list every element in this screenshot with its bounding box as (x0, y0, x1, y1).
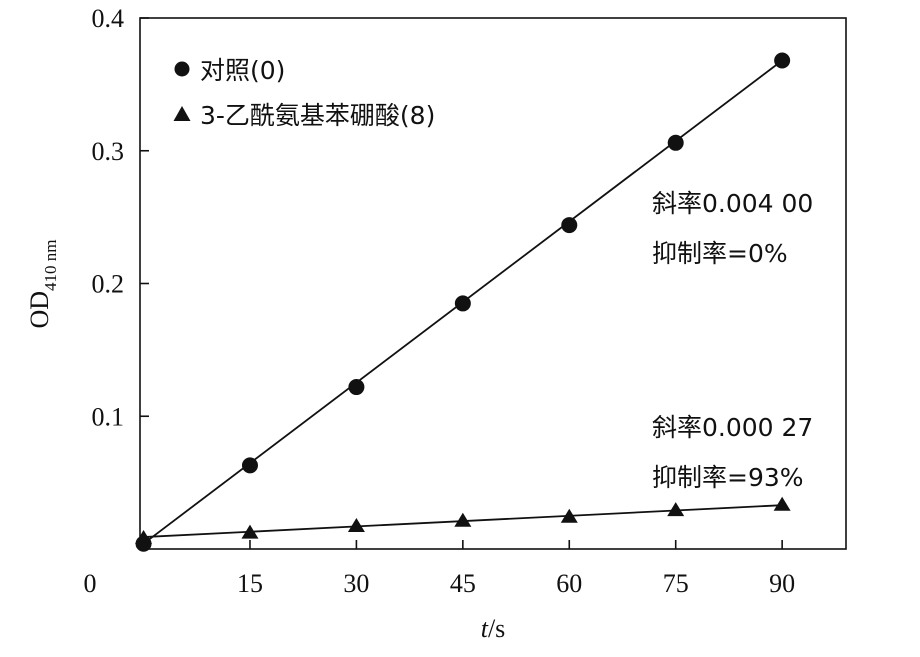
y-tick-label: 0.4 (92, 4, 125, 33)
legend: 对照(0) 3-乙酰氨基苯硼酸(8) (173, 56, 435, 130)
x-tick-label: 15 (237, 569, 263, 598)
data-point-triangle (135, 529, 153, 544)
annotation-control-slope: 斜率0.004 00 (652, 189, 813, 218)
y-axis-label-main: OD (25, 291, 54, 329)
y-tick-label: 0.3 (92, 137, 125, 166)
data-point-circle (454, 295, 471, 312)
data-point-circle (561, 217, 578, 234)
data-point-circle (348, 379, 365, 396)
x-axis-label-var: t (481, 614, 489, 643)
data-point-triangle (560, 508, 578, 523)
origin-label: 0 (84, 569, 97, 598)
data-point-circle (241, 457, 258, 474)
x-tick-label: 60 (556, 569, 582, 598)
y-axis-label-sub: 410 nm (41, 239, 60, 290)
x-tick-label: 75 (663, 569, 689, 598)
x-axis-ticks: 15 30 45 60 75 90 (237, 540, 795, 598)
x-axis-label: t/s (481, 614, 506, 643)
legend-label-inhibitor: 3-乙酰氨基苯硼酸(8) (200, 101, 435, 130)
y-tick-label: 0.1 (92, 402, 125, 431)
data-points (135, 52, 791, 552)
annotation-control-inhibition: 抑制率=0% (652, 239, 788, 268)
legend-circle-marker (174, 61, 190, 77)
legend-label-control: 对照(0) (200, 56, 285, 85)
legend-triangle-marker (173, 106, 191, 121)
x-tick-label: 45 (450, 569, 476, 598)
x-axis-label-unit: /s (488, 614, 505, 643)
annotation-inhibitor-slope: 斜率0.000 27 (652, 413, 813, 442)
data-point-circle (774, 52, 791, 69)
data-point-triangle (454, 512, 472, 527)
annotation-inhibitor-inhibition: 抑制率=93% (652, 463, 804, 492)
x-tick-label: 30 (343, 569, 369, 598)
y-axis-ticks: 0.1 0.2 0.3 0.4 (92, 4, 149, 431)
data-point-triangle (347, 518, 365, 533)
data-point-triangle (773, 496, 791, 511)
data-point-triangle (667, 502, 685, 517)
data-point-circle (667, 134, 684, 151)
x-tick-label: 90 (769, 569, 795, 598)
y-tick-label: 0.2 (92, 270, 125, 299)
y-axis-label: OD410 nm (25, 239, 60, 328)
data-point-triangle (241, 524, 259, 539)
